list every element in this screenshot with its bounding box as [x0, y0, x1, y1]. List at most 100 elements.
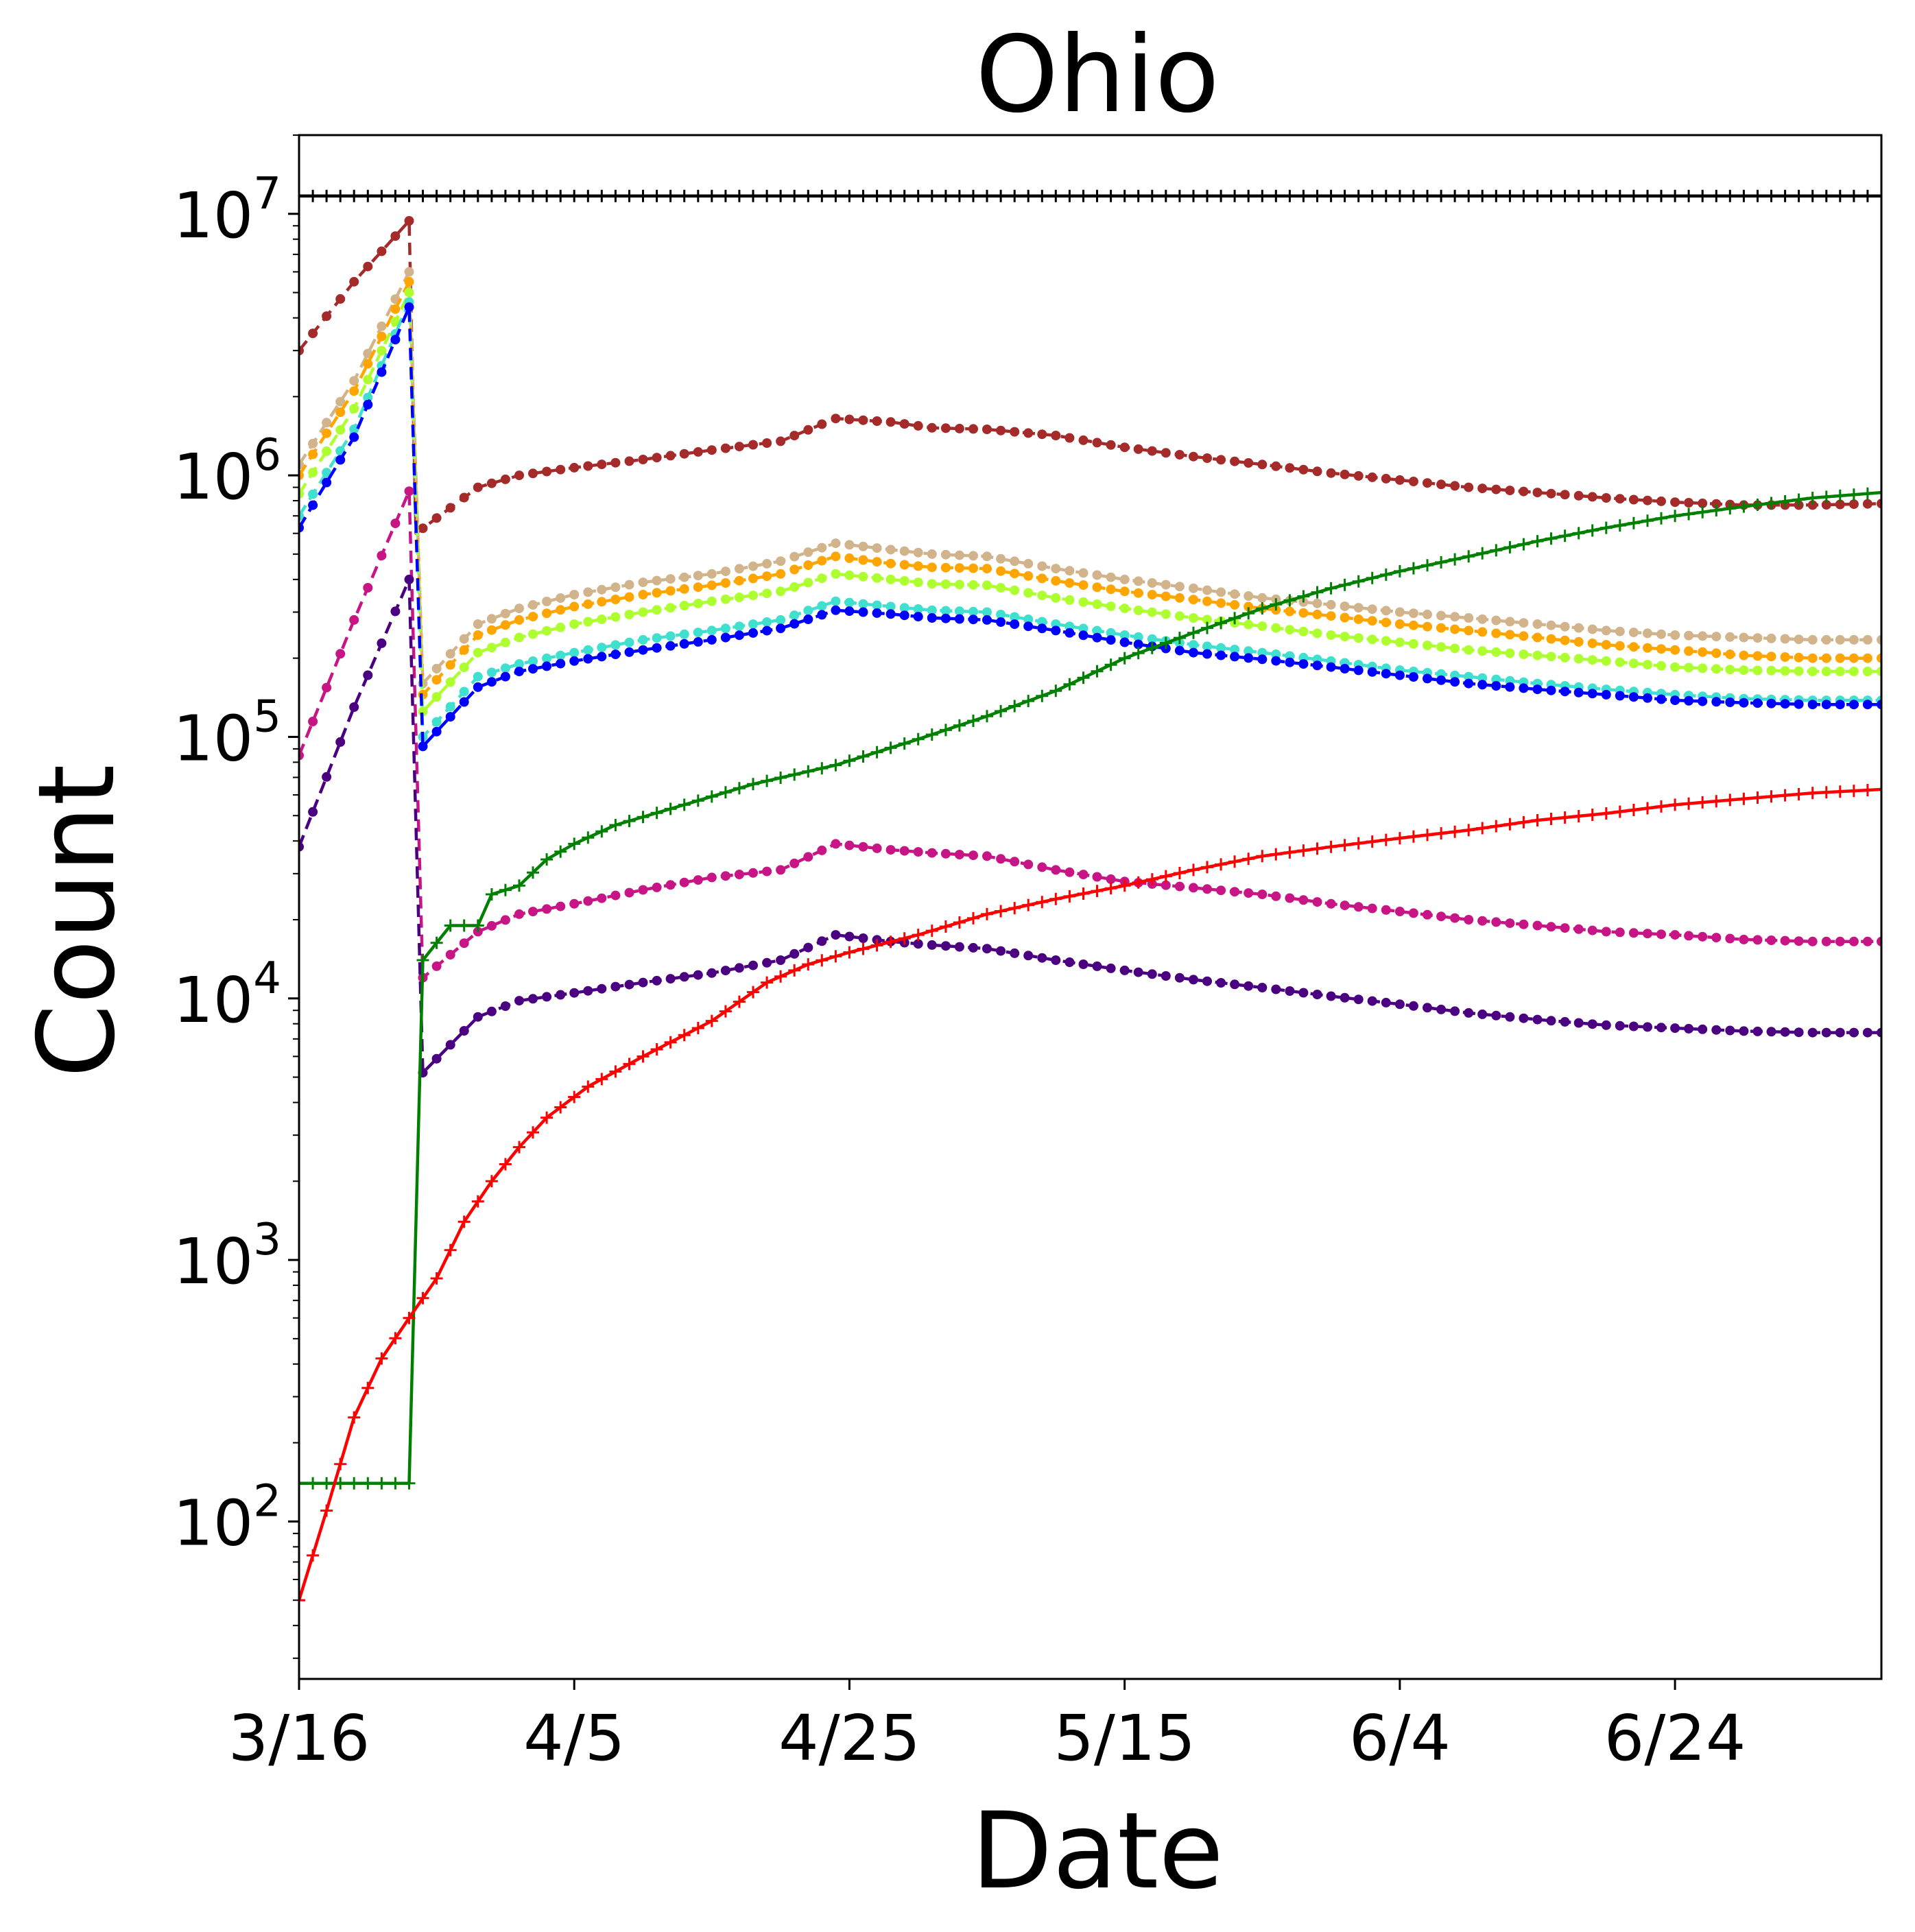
- data-point: [1505, 648, 1515, 658]
- data-point: [1297, 590, 1310, 603]
- data-point: [1655, 512, 1667, 525]
- data-point: [870, 189, 883, 202]
- data-point: [514, 996, 524, 1006]
- data-point: [595, 189, 608, 202]
- data-point: [1340, 992, 1350, 1003]
- data-point: [1587, 925, 1597, 935]
- data-point: [556, 650, 566, 660]
- data-point: [1698, 498, 1708, 508]
- data-point: [1682, 508, 1696, 521]
- data-point: [925, 189, 938, 202]
- data-point: [1285, 606, 1295, 617]
- data-point: [582, 1080, 595, 1093]
- data-point: [1106, 628, 1116, 638]
- data-point: [1684, 695, 1694, 706]
- data-point: [1312, 609, 1322, 619]
- data-point: [1724, 189, 1737, 202]
- data-point: [1091, 189, 1104, 202]
- data-point: [1244, 619, 1254, 630]
- data-point: [1408, 620, 1418, 630]
- data-point: [831, 569, 841, 579]
- data-point: [610, 595, 621, 604]
- data-point: [1326, 898, 1336, 909]
- data-point: [1505, 630, 1515, 640]
- data-point: [1202, 641, 1212, 652]
- data-point: [1092, 599, 1102, 609]
- data-point: [638, 634, 648, 645]
- data-point: [1133, 605, 1143, 615]
- data-point: [1807, 653, 1818, 663]
- data-point: [1436, 623, 1447, 633]
- data-point: [1283, 846, 1296, 859]
- data-point: [1641, 514, 1654, 527]
- data-point: [556, 622, 566, 632]
- data-point: [803, 606, 813, 616]
- data-point: [363, 583, 373, 593]
- data-point: [1244, 888, 1254, 898]
- data-point: [1820, 786, 1833, 799]
- data-point: [610, 640, 621, 650]
- data-point: [1201, 861, 1213, 874]
- data-point: [1230, 652, 1240, 662]
- data-point: [1381, 617, 1391, 628]
- data-point: [776, 623, 786, 634]
- data-point: [348, 189, 361, 202]
- data-point: [1285, 657, 1295, 667]
- data-point: [1312, 628, 1322, 639]
- data-point: [1037, 617, 1047, 627]
- data-point: [542, 653, 552, 663]
- data-point: [473, 630, 483, 640]
- data-point: [1450, 643, 1460, 654]
- data-point: [1491, 615, 1501, 625]
- data-point: [335, 294, 346, 304]
- data-point: [872, 543, 882, 553]
- data-point: [638, 645, 648, 655]
- data-point: [1807, 500, 1818, 510]
- data-point: [679, 877, 689, 887]
- data-point: [1670, 930, 1680, 940]
- data-point: [1010, 857, 1020, 867]
- data-point: [637, 811, 650, 824]
- data-point: [1118, 652, 1131, 665]
- data-point: [473, 647, 483, 658]
- data-point: [831, 596, 841, 606]
- data-point: [899, 419, 909, 429]
- data-point: [981, 710, 993, 723]
- data-point: [789, 431, 800, 441]
- data-point: [1875, 486, 1881, 499]
- data-point: [445, 950, 455, 959]
- data-point: [473, 619, 483, 629]
- data-point: [1711, 697, 1722, 707]
- data-point: [1491, 681, 1501, 691]
- data-point: [1049, 684, 1062, 697]
- data-point: [349, 425, 359, 434]
- data-point: [1779, 495, 1792, 508]
- data-point: [1312, 466, 1322, 477]
- data-point: [1877, 634, 1881, 645]
- data-point: [1628, 692, 1639, 702]
- data-point: [1449, 189, 1462, 202]
- data-point: [363, 670, 373, 680]
- data-point: [299, 1594, 305, 1607]
- data-point: [858, 555, 868, 565]
- data-point: [1379, 568, 1392, 581]
- data-point: [1063, 678, 1076, 691]
- data-point: [377, 321, 387, 331]
- data-point: [816, 954, 829, 967]
- data-point: [1531, 189, 1544, 202]
- data-point: [431, 663, 442, 673]
- data-point: [457, 189, 471, 202]
- data-point: [307, 1477, 320, 1490]
- data-point: [940, 579, 951, 589]
- data-point: [968, 580, 978, 590]
- data-point: [1078, 959, 1089, 969]
- data-point: [953, 916, 966, 929]
- data-point: [734, 870, 744, 879]
- data-point: [403, 189, 416, 202]
- data-point: [1766, 652, 1776, 662]
- data-point: [1174, 582, 1185, 592]
- data-point: [706, 580, 717, 591]
- data-point: [1244, 591, 1254, 601]
- data-point: [444, 189, 457, 202]
